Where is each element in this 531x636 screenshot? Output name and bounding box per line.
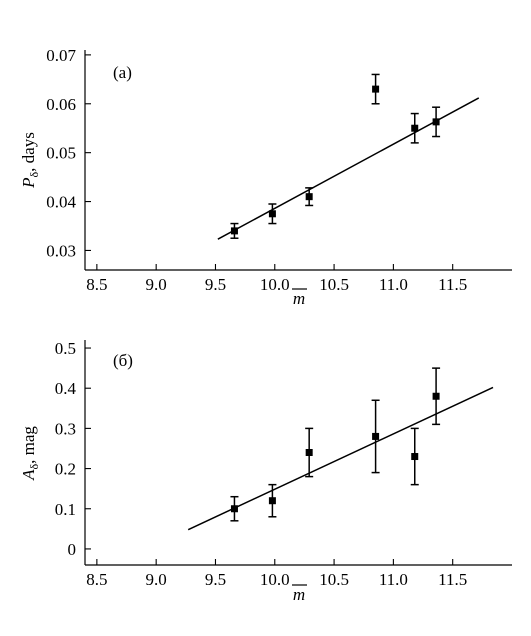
y-axis-title: Aδ, mag (19, 426, 41, 481)
data-point (411, 453, 419, 461)
y-axis-subscript: δ (27, 464, 41, 470)
y-tick-label: 0.3 (55, 419, 76, 438)
x-tick-label: 9.5 (205, 570, 226, 589)
data-point (230, 505, 238, 513)
y-axis-symbol: P (19, 177, 38, 188)
x-tick-label: 11.5 (438, 570, 467, 589)
y-axis-symbol: A (19, 469, 38, 481)
y-tick-label: 0 (68, 540, 77, 559)
data-point (372, 432, 380, 440)
x-tick-label: 9.0 (146, 275, 167, 294)
y-tick-label: 0.5 (55, 339, 76, 358)
data-point (372, 85, 380, 93)
x-tick-label: 10.5 (319, 570, 349, 589)
x-tick-label: 10.0 (260, 275, 290, 294)
data-point (432, 118, 440, 126)
x-axis-title-text: m (293, 289, 305, 308)
x-tick-label: 11.0 (379, 275, 408, 294)
x-tick-label: 10.0 (260, 570, 290, 589)
y-tick-label: 0.4 (55, 379, 77, 398)
x-tick-label: 10.5 (319, 275, 349, 294)
fit-line (217, 97, 480, 240)
x-axis-title-text: m (293, 585, 305, 604)
panel-label: (б) (113, 351, 133, 370)
y-tick-label: 0.03 (46, 241, 76, 260)
y-axis-subscript: δ (27, 171, 41, 177)
data-point (268, 497, 276, 505)
panel-a: (a) Pδ, days m 8.5 9.0 9.5 10.0 10.5 11.0 11.5… (19, 46, 512, 308)
y-axis-unit: , mag (19, 426, 38, 464)
x-tick-label: 9.0 (146, 570, 167, 589)
x-tick-label: 11.0 (379, 570, 408, 589)
panel-b: (б) Aδ, mag m 8.5 9.0 9.5 10.0 10.5 11.0 11.5 0… (19, 339, 512, 604)
svg-text:Pδ, days: Pδ, days (19, 132, 41, 189)
x-tick-label: 8.5 (86, 570, 107, 589)
data-point (230, 227, 238, 235)
y-tick-label: 0.06 (46, 95, 76, 114)
y-tick-label: 0.07 (46, 46, 76, 65)
x-axis-title: m (292, 288, 307, 308)
y-axis-title: Pδ, days (19, 132, 41, 189)
x-tick-label: 11.5 (438, 275, 467, 294)
fit-line (187, 386, 494, 531)
panel-label: (a) (113, 63, 132, 82)
y-tick-label: 0.05 (46, 144, 76, 163)
y-tick-label: 0.04 (46, 193, 76, 212)
data-point (411, 124, 419, 132)
y-axis-unit: , days (19, 132, 38, 172)
data-point (305, 449, 313, 456)
data-point (305, 193, 313, 201)
x-tick-label: 9.5 (205, 275, 226, 294)
y-tick-label: 0.1 (55, 500, 76, 519)
x-axis-title: m (292, 584, 307, 604)
y-tick-label: 0.2 (55, 460, 76, 479)
data-point (432, 392, 440, 400)
svg-text:Aδ, mag: Aδ, mag (19, 426, 41, 481)
data-point (268, 210, 276, 218)
x-tick-label: 8.5 (86, 275, 107, 294)
